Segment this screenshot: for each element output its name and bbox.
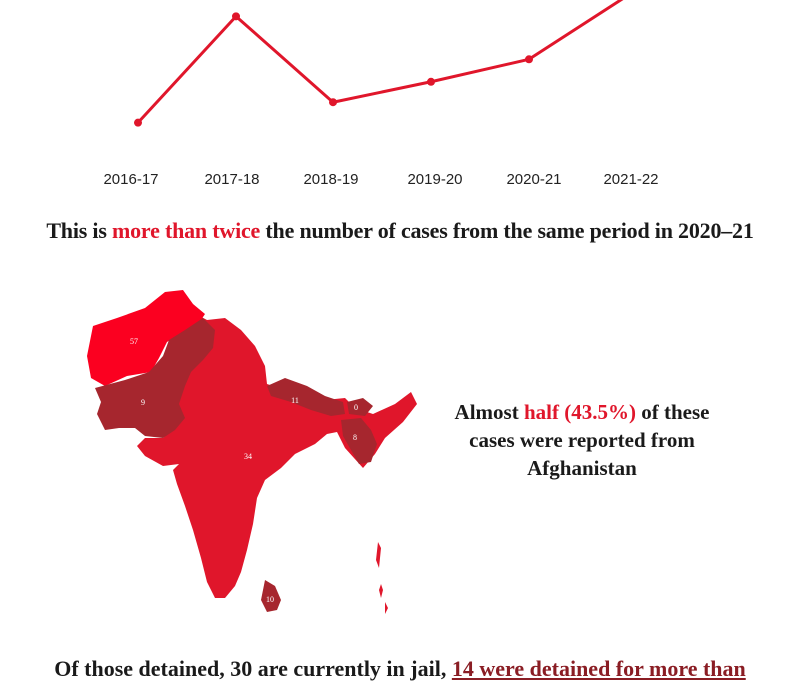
- headline: This is more than twice the number of ca…: [0, 218, 800, 244]
- region-bangladesh: [341, 418, 377, 464]
- footer-pre: Of those detained, 30 are currently in j…: [54, 656, 452, 681]
- region-sri-lanka: [261, 580, 281, 612]
- footer-link[interactable]: 14 were detained for more than: [451, 656, 746, 681]
- map-label-afghanistan: 57: [130, 337, 138, 346]
- side-note: Almost half (43.5%) of these cases were …: [440, 398, 724, 482]
- side-note-pre: Almost: [454, 400, 524, 424]
- map-label-pakistan: 9: [141, 398, 145, 407]
- map-label-bhutan: 0: [354, 403, 358, 412]
- map-label-india: 34: [244, 452, 252, 461]
- data-point-2018-19: [329, 98, 337, 107]
- region-afghanistan: [87, 290, 205, 386]
- series-line: [136, 0, 624, 124]
- region-islands: [376, 542, 388, 614]
- map-label-nepal: 11: [291, 396, 299, 405]
- map-label-sri-lanka: 10: [266, 595, 274, 604]
- x-tick-label: 2016-17: [103, 171, 158, 188]
- x-tick-label: 2018-19: [303, 171, 358, 188]
- side-note-highlight: half (43.5%): [523, 400, 636, 424]
- region-pakistan: [95, 318, 215, 438]
- x-tick-label: 2017-18: [204, 171, 259, 188]
- region-india: [137, 308, 417, 598]
- side-note-post: of these cases were reported from Afghan…: [469, 400, 710, 480]
- x-tick-label: 2019-20: [407, 171, 462, 188]
- x-tick-label: 2020-21: [506, 171, 561, 188]
- headline-highlight: more than twice: [112, 218, 261, 243]
- data-point-2017-18: [232, 12, 240, 21]
- headline-post: the number of cases from the same period…: [260, 218, 754, 243]
- south-asia-map: 57 9 34 11 0 8 10: [87, 290, 417, 614]
- x-tick-label: 2021-22: [603, 171, 658, 188]
- data-point-2020-21: [525, 55, 533, 64]
- line-chart: 2016-17 2017-18 2018-19 2019-20 2020-21 2021-…: [103, 0, 659, 188]
- headline-pre: This is: [46, 218, 112, 243]
- region-nepal: [267, 378, 345, 416]
- map-label-bangladesh: 8: [353, 433, 357, 442]
- region-bhutan: [347, 398, 373, 416]
- data-point-2019-20: [427, 77, 435, 86]
- data-point-2016-17: [134, 118, 142, 127]
- footer-text: Of those detained, 30 are currently in j…: [0, 656, 800, 682]
